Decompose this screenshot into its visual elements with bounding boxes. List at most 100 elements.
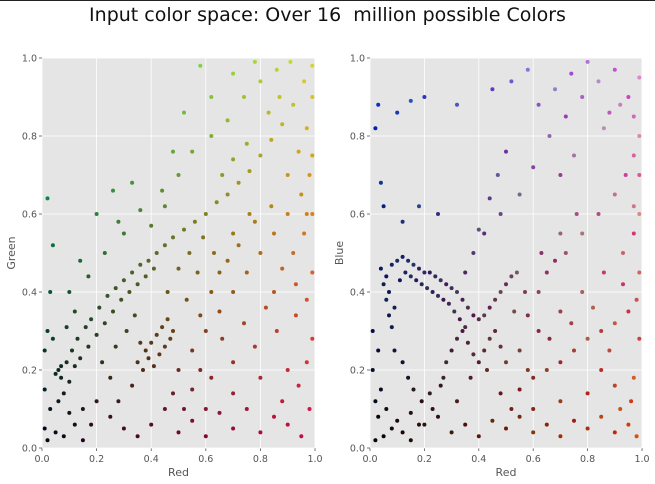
scatter-point: [198, 63, 203, 68]
scatter-point: [514, 270, 519, 275]
scatter-point: [378, 387, 383, 392]
scatter-point: [525, 67, 530, 72]
scatter-point: [225, 118, 230, 123]
scatter-point: [493, 297, 498, 302]
scatter-point: [599, 414, 604, 419]
scatter-point: [487, 305, 492, 310]
scatter-point: [607, 348, 612, 353]
scatter-point: [304, 126, 309, 131]
scatter-point: [422, 422, 427, 427]
scatter-point: [209, 134, 214, 138]
scatter-point: [504, 282, 508, 287]
scatter-point: [280, 399, 285, 404]
scatter-point: [220, 336, 225, 341]
x-tick-label: 0.2: [417, 454, 432, 465]
y-tick-label: 0.4: [22, 288, 37, 299]
scatter-point: [231, 71, 236, 76]
scatter-point: [436, 414, 440, 419]
scatter-point: [400, 219, 405, 224]
scatter-point: [419, 399, 424, 404]
scatter-point: [637, 270, 642, 275]
scatter-point: [53, 430, 58, 435]
scatter-point: [72, 422, 77, 427]
scatter-point: [471, 251, 476, 255]
scatter-point: [61, 434, 66, 439]
top-border-line: [0, 0, 655, 1]
scatter-point: [304, 360, 309, 365]
scatter-point: [463, 270, 468, 275]
scatter-point: [247, 212, 252, 216]
scatter-point: [408, 410, 413, 415]
x-tick-label: 0.8: [580, 454, 595, 465]
scatter-point: [585, 426, 590, 431]
scatter-point: [285, 422, 290, 427]
scatter-point: [94, 399, 99, 404]
scatter-point: [143, 274, 148, 279]
scatter-point: [70, 348, 74, 353]
scatter-point: [45, 196, 50, 201]
scatter-point: [585, 59, 590, 64]
scatter-point: [258, 251, 263, 255]
scatter-point: [395, 110, 400, 115]
scatter-point: [171, 235, 175, 240]
y-tick-label: 0.0: [22, 444, 37, 455]
scatter-point: [585, 391, 590, 396]
scatter-point: [373, 438, 378, 443]
scatter-point: [438, 278, 443, 283]
scatter-point: [406, 375, 411, 380]
scatter-point: [572, 418, 576, 423]
scatter-point: [498, 391, 503, 396]
scatter-point: [42, 348, 47, 353]
scatter-point: [266, 110, 271, 115]
scatter-point: [563, 114, 568, 119]
scatter-point: [417, 266, 421, 271]
x-axis-label: Red: [496, 466, 517, 479]
scatter-point: [116, 399, 121, 404]
scatter-point: [430, 407, 435, 411]
scatter-point: [427, 270, 432, 275]
scatter-point: [449, 348, 454, 353]
scatter-point: [455, 102, 459, 107]
scatter-point: [452, 309, 457, 314]
y-tick-label: 0.0: [350, 444, 365, 455]
scatter-point: [310, 153, 315, 158]
scatter-point: [310, 95, 315, 99]
scatter-point: [231, 231, 236, 236]
scatter-point: [531, 375, 536, 380]
scatter-point: [558, 399, 563, 404]
scatter-point: [149, 340, 154, 345]
scatter-point: [471, 352, 476, 357]
scatter-point: [50, 336, 55, 341]
scatter-point: [558, 360, 563, 365]
scatter-point: [468, 375, 473, 380]
scatter-point: [165, 317, 170, 322]
scatter-point: [56, 399, 61, 404]
scatter-point: [160, 188, 165, 193]
scatter-point: [444, 282, 449, 287]
scatter-point: [258, 430, 263, 435]
scatter-point: [280, 266, 285, 271]
scatter-point: [212, 251, 216, 255]
scatter-point: [67, 379, 72, 384]
scatter-point: [569, 321, 574, 326]
scatter-point: [425, 286, 430, 291]
scatter-point: [384, 407, 389, 411]
scatter-point: [389, 426, 394, 431]
scatter-point: [438, 383, 443, 388]
scatter-point: [220, 173, 225, 177]
scatter-point: [634, 434, 639, 439]
scatter-point: [373, 399, 378, 404]
scatter-point: [59, 375, 64, 380]
scatter-point: [190, 149, 195, 154]
scatter-point: [132, 313, 137, 318]
scatter-point: [631, 153, 636, 158]
scatter-point: [252, 219, 257, 224]
scatter-point: [217, 309, 222, 314]
scatter-point: [433, 274, 438, 279]
scatter-point: [121, 426, 126, 431]
scatter-point: [195, 270, 200, 275]
x-tick-label: 0.8: [253, 454, 268, 465]
scatter-point: [83, 325, 88, 330]
scatter-point: [629, 399, 634, 404]
